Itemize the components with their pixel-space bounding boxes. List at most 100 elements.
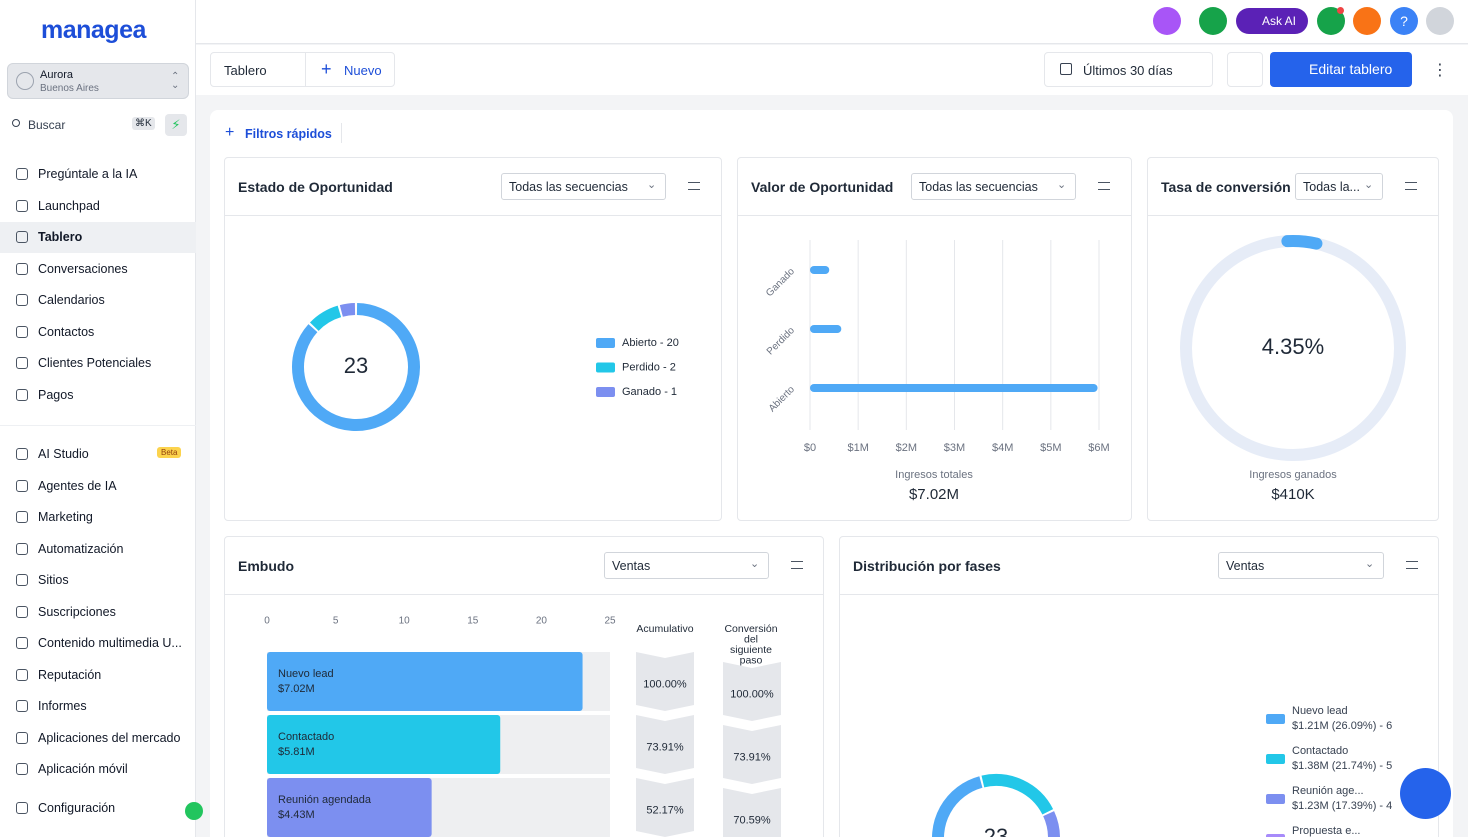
widget-title: Estado de Oportunidad	[238, 179, 393, 195]
nav-item[interactable]: Informes	[0, 691, 196, 722]
nav-item[interactable]: Configuración	[0, 793, 196, 824]
quick-filters[interactable]: Filtros rápidos	[245, 127, 332, 141]
nav-label: Aplicaciones del mercado	[38, 730, 181, 745]
nav-label: Reputación	[38, 667, 102, 682]
nav-item[interactable]: Reputación	[0, 660, 196, 691]
date-range[interactable]: Últimos 30 días	[1044, 52, 1213, 87]
nav-label: Pregúntale a la IA	[38, 167, 138, 181]
support-chat[interactable]	[1400, 768, 1451, 819]
nav-label: Pagos	[38, 387, 74, 402]
widget-settings[interactable]	[1406, 561, 1418, 569]
nav-item[interactable]: Agentes de IA	[0, 471, 196, 502]
bar	[267, 778, 432, 837]
widget-header-rule	[1148, 215, 1438, 216]
widget-settings[interactable]	[1405, 182, 1417, 190]
bar	[267, 715, 501, 774]
search[interactable]: Buscar ⌘K	[8, 114, 160, 136]
nav-item[interactable]: Contactos	[0, 317, 196, 348]
column-header: Conversión del siguiente paso	[724, 623, 777, 667]
nav-item[interactable]: Tablero	[0, 222, 196, 253]
nav-item[interactable]: Suscripciones	[0, 597, 196, 628]
widget-settings[interactable]	[1098, 182, 1110, 190]
nav-item[interactable]: Conversaciones	[0, 254, 196, 285]
new-button[interactable]: Nuevo	[344, 63, 382, 78]
legend-swatch	[1266, 794, 1285, 804]
notification-dot	[1337, 7, 1344, 14]
x-tick-label: $5M	[1040, 442, 1061, 454]
x-tick-label: 0	[264, 616, 270, 627]
account-switcher[interactable]: Aurora Buenos Aires ⌃ ⌄	[7, 63, 189, 99]
nav-icon	[16, 605, 28, 618]
widget-title: Distribución por fases	[853, 558, 1001, 574]
nav-icon	[16, 231, 28, 243]
filter-value: Todas la...	[1303, 180, 1360, 194]
nav-item[interactable]: Marketing	[0, 502, 196, 533]
widget-filter[interactable]: Ventas ⌄	[604, 552, 769, 579]
bar-label: Contactado	[278, 731, 334, 743]
nav-item[interactable]: Clientes Potenciales	[0, 348, 196, 379]
nav-item[interactable]: Automatización	[0, 534, 196, 565]
donut-segment	[292, 303, 420, 431]
widget-filter[interactable]: Todas las secuencias ⌄	[501, 173, 666, 200]
bar-amount: $5.81M	[278, 746, 315, 758]
nav-item[interactable]: Pagos	[0, 380, 196, 411]
bar	[810, 325, 842, 333]
nav-label: Automatización	[38, 541, 124, 556]
edit-button[interactable]: Editar tablero	[1270, 52, 1412, 87]
next-step-label: 73.91%	[733, 751, 771, 763]
magic-button[interactable]	[1227, 52, 1263, 87]
nav-icon	[16, 168, 28, 180]
nav-item[interactable]: Contenido multimedia U...	[0, 628, 196, 659]
donut-segment	[339, 303, 356, 317]
bar	[810, 266, 830, 274]
nav-item[interactable]: AI Studio Beta	[0, 439, 196, 470]
legend-label: Perdido - 2	[622, 361, 676, 373]
topbar-icon[interactable]	[1426, 7, 1454, 35]
topbar-icon[interactable]	[1199, 7, 1227, 35]
topbar-icon[interactable]: ?	[1390, 7, 1418, 35]
nav-item[interactable]: Aplicaciones del mercado	[0, 723, 196, 754]
topbar-icon[interactable]	[1153, 7, 1181, 35]
filter-chevron: ⌄	[647, 179, 657, 191]
quick-filters-icon: +	[225, 124, 235, 141]
ask-ai-button[interactable]: Ask AI	[1236, 8, 1308, 34]
brand-logo: managea	[41, 16, 146, 44]
widget-filter[interactable]: Todas las secuencias ⌄	[911, 173, 1076, 200]
gauge-label: 4.35%	[1262, 334, 1324, 359]
nav-item[interactable]: Aplicación móvil	[0, 754, 196, 785]
filter-value: Todas las secuencias	[919, 180, 1038, 194]
widget-filter[interactable]: Todas la... ⌄	[1295, 173, 1383, 200]
x-tick-label: 20	[536, 616, 548, 627]
widget-settings[interactable]	[791, 561, 803, 569]
widget-header-rule	[225, 594, 823, 595]
legend-swatch	[596, 387, 615, 397]
widget-filter[interactable]: Ventas ⌄	[1218, 552, 1384, 579]
donut-center: 23	[344, 353, 368, 378]
nav-item[interactable]: Pregúntale a la IA	[0, 159, 196, 190]
bar-label: Reunión agendada	[278, 794, 372, 806]
topbar-icon[interactable]	[1353, 7, 1381, 35]
x-tick-label: $3M	[944, 442, 965, 454]
donut-center: 23	[984, 824, 1008, 837]
next-step-label: 100.00%	[730, 688, 774, 700]
widget-settings[interactable]	[688, 182, 700, 190]
cumulative-step-label: 52.17%	[646, 804, 684, 816]
more-button[interactable]: ⋮	[1432, 62, 1448, 79]
nav-item[interactable]: Sitios	[0, 565, 196, 596]
quick-action[interactable]: ⚡	[165, 114, 187, 136]
legend-label: Contactado	[1292, 745, 1348, 757]
caption: Ingresos totales	[895, 469, 973, 481]
tab-dashboard[interactable]: Tablero	[224, 63, 267, 78]
nav-icon	[16, 637, 28, 649]
legend-label: Abierto - 20	[622, 337, 679, 349]
new-icon: +	[321, 59, 332, 79]
nav-icon	[16, 802, 28, 814]
collapse-button[interactable]	[185, 802, 203, 820]
nav-label: Launchpad	[38, 198, 100, 213]
nav-icon	[16, 700, 28, 712]
nav-icon	[16, 388, 28, 401]
nav-icon	[16, 357, 28, 369]
nav-item[interactable]: Calendarios	[0, 285, 196, 316]
nav-item[interactable]: Launchpad	[0, 191, 196, 222]
